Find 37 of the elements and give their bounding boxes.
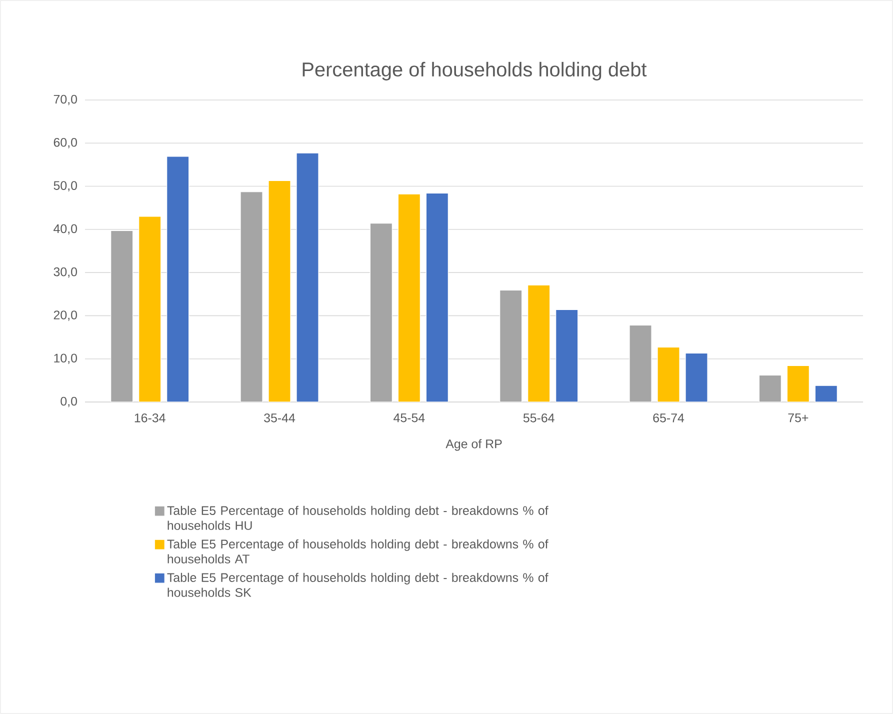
bar xyxy=(370,223,392,402)
bar xyxy=(296,152,319,402)
x-tick-label: 65-74 xyxy=(653,414,684,422)
y-tick-label: 10,0 xyxy=(54,354,77,364)
bar xyxy=(685,352,708,402)
bar xyxy=(268,180,291,402)
bar xyxy=(657,346,680,402)
bar xyxy=(556,309,578,402)
y-tick-label: 60,0 xyxy=(54,138,77,148)
x-tick-label: 55-64 xyxy=(523,414,554,422)
y-tick-label: 50,0 xyxy=(54,181,77,192)
bar xyxy=(240,192,263,402)
bar xyxy=(758,374,782,402)
bar xyxy=(629,324,652,402)
x-tick-label: 35-44 xyxy=(264,414,296,422)
y-tick-label: 70,0 xyxy=(54,94,77,106)
x-tick-label: 75+ xyxy=(788,414,808,422)
bar xyxy=(786,365,810,402)
bar xyxy=(426,192,448,402)
legend-label: Table E5 Percentage of households holding debt - breakdowns % of households HU xyxy=(167,506,548,530)
bar xyxy=(814,385,838,402)
y-tick-label: 0,0 xyxy=(60,396,77,408)
x-tick-label: 16-34 xyxy=(134,414,166,422)
bar xyxy=(166,156,190,402)
bar xyxy=(398,194,420,402)
x-tick-label: 45-54 xyxy=(394,414,425,422)
chart-title: Percentage of households holding debt xyxy=(302,62,647,80)
y-tick-label: 20,0 xyxy=(54,310,77,321)
legend-label: Table E5 Percentage of households holding debt - breakdowns % of households AT xyxy=(167,539,548,564)
legend-label: Table E5 Percentage of households holding debt - breakdowns % of households SK xyxy=(167,572,548,597)
bar xyxy=(500,290,522,402)
bar xyxy=(110,230,134,402)
y-tick-label: 40,0 xyxy=(54,224,77,235)
x-axis-title: Age of RP xyxy=(446,439,502,451)
y-tick-label: 30,0 xyxy=(54,267,77,278)
bar xyxy=(528,284,550,402)
bar xyxy=(138,216,162,402)
